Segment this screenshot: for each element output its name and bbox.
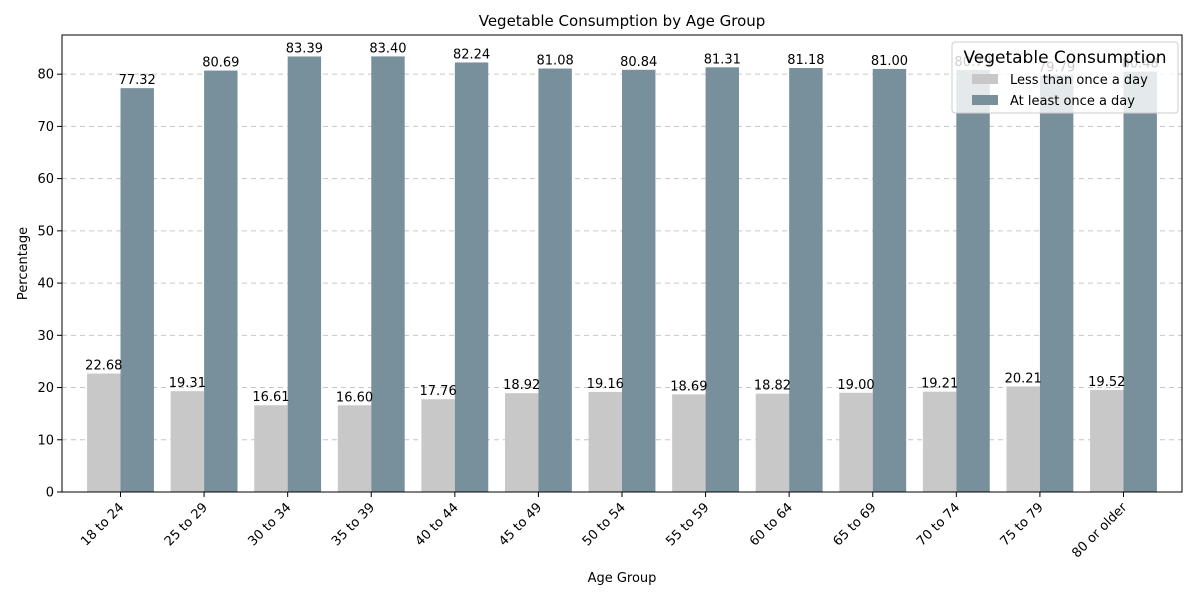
legend-swatch (972, 74, 998, 84)
bar-at-least-once (622, 69, 656, 492)
x-tick-label: 50 to 54 (580, 500, 629, 549)
data-label: 81.08 (537, 54, 574, 69)
legend-entries: Less than once a day At least once a day (972, 73, 1148, 109)
x-tick-label: 65 to 69 (830, 500, 879, 549)
data-label: 18.69 (670, 379, 707, 394)
data-label: 83.39 (286, 41, 323, 56)
data-label: 20.21 (1005, 371, 1042, 386)
x-tick-label: 30 to 34 (245, 500, 294, 549)
bar-less-than-once (421, 399, 455, 492)
y-tick-label: 70 (37, 120, 54, 135)
data-label: 19.21 (921, 377, 958, 392)
chart-title: Vegetable Consumption by Age Group (479, 12, 766, 30)
x-tick-label: 45 to 49 (496, 500, 545, 549)
legend-title: Vegetable Consumption (963, 48, 1166, 68)
legend-label: Less than once a day (1010, 73, 1148, 88)
bar-at-least-once (705, 67, 740, 493)
data-label: 16.60 (336, 390, 373, 405)
bar-at-least-once (454, 62, 489, 492)
bar-at-least-once (371, 56, 405, 492)
bars-layer (87, 56, 1157, 493)
bar-at-least-once (287, 56, 322, 492)
y-axis-title: Percentage (16, 227, 31, 300)
x-tick-label: 75 to 79 (998, 500, 1047, 549)
data-label: 19.16 (587, 377, 624, 392)
data-label: 16.61 (252, 390, 289, 405)
bar-less-than-once (588, 391, 622, 492)
bar-at-least-once (1039, 75, 1074, 493)
bar-less-than-once (755, 393, 790, 492)
x-tick-label: 18 to 24 (78, 500, 127, 549)
bar-less-than-once (1006, 386, 1040, 492)
bar-at-least-once (1123, 71, 1157, 492)
legend-label: At least once a day (1010, 94, 1135, 109)
data-label: 81.00 (871, 54, 908, 69)
bar-less-than-once (922, 391, 957, 492)
data-labels-layer: 22.68 19.31 16.61 16.60 17.76 18.92 19.16 18.69… (85, 41, 1159, 405)
bar-less-than-once (337, 405, 372, 492)
bar-at-least-once (120, 88, 154, 492)
legend: Vegetable Consumption Less than once a d… (951, 41, 1179, 114)
y-tick-label: 30 (37, 329, 54, 344)
data-label: 18.92 (503, 378, 540, 393)
x-tick-label: 40 to 44 (413, 500, 462, 549)
data-label: 22.68 (85, 359, 122, 374)
bar-less-than-once (672, 394, 706, 492)
data-label: 82.24 (453, 47, 490, 62)
data-label: 19.31 (169, 376, 206, 391)
x-tick-label: 60 to 64 (747, 500, 796, 549)
x-tick-label: 35 to 39 (329, 500, 378, 549)
legend-swatch (972, 95, 998, 105)
data-label: 83.40 (369, 41, 406, 56)
bar-less-than-once (170, 391, 205, 492)
bar-less-than-once (839, 392, 873, 492)
data-label: 80.84 (620, 55, 657, 70)
legend-box (951, 41, 1179, 114)
bar-less-than-once (1090, 390, 1124, 492)
data-label: 19.00 (837, 378, 874, 393)
data-label: 81.18 (787, 53, 824, 68)
y-tick-label: 80 (37, 68, 54, 83)
y-tick-label: 40 (37, 277, 54, 292)
y-tick-label: 10 (37, 433, 54, 448)
bar-at-least-once (956, 70, 990, 492)
bar-at-least-once (872, 68, 907, 492)
x-tick-label: 70 to 74 (914, 500, 963, 549)
data-label: 17.76 (420, 384, 457, 399)
data-label: 19.52 (1088, 375, 1125, 390)
y-tick-label: 0 (46, 486, 54, 501)
bar-less-than-once (87, 373, 121, 492)
bar-at-least-once (204, 70, 238, 492)
y-tick-label: 50 (37, 224, 54, 239)
y-tick-label: 60 (37, 172, 54, 187)
data-label: 80.69 (202, 56, 239, 71)
x-axis-title: Age Group (588, 571, 657, 586)
x-tick-label: 25 to 29 (162, 500, 211, 549)
data-label: 81.31 (704, 52, 741, 67)
data-label: 18.82 (754, 379, 791, 394)
bar-less-than-once (504, 393, 539, 492)
bar-at-least-once (789, 68, 823, 492)
x-tick-label: 55 to 59 (663, 500, 712, 549)
bar-less-than-once (254, 405, 288, 492)
x-tick-label: 80 or older (1069, 500, 1130, 561)
data-label: 77.32 (119, 73, 156, 88)
y-tick-label: 20 (37, 381, 54, 396)
bar-at-least-once (538, 68, 572, 492)
